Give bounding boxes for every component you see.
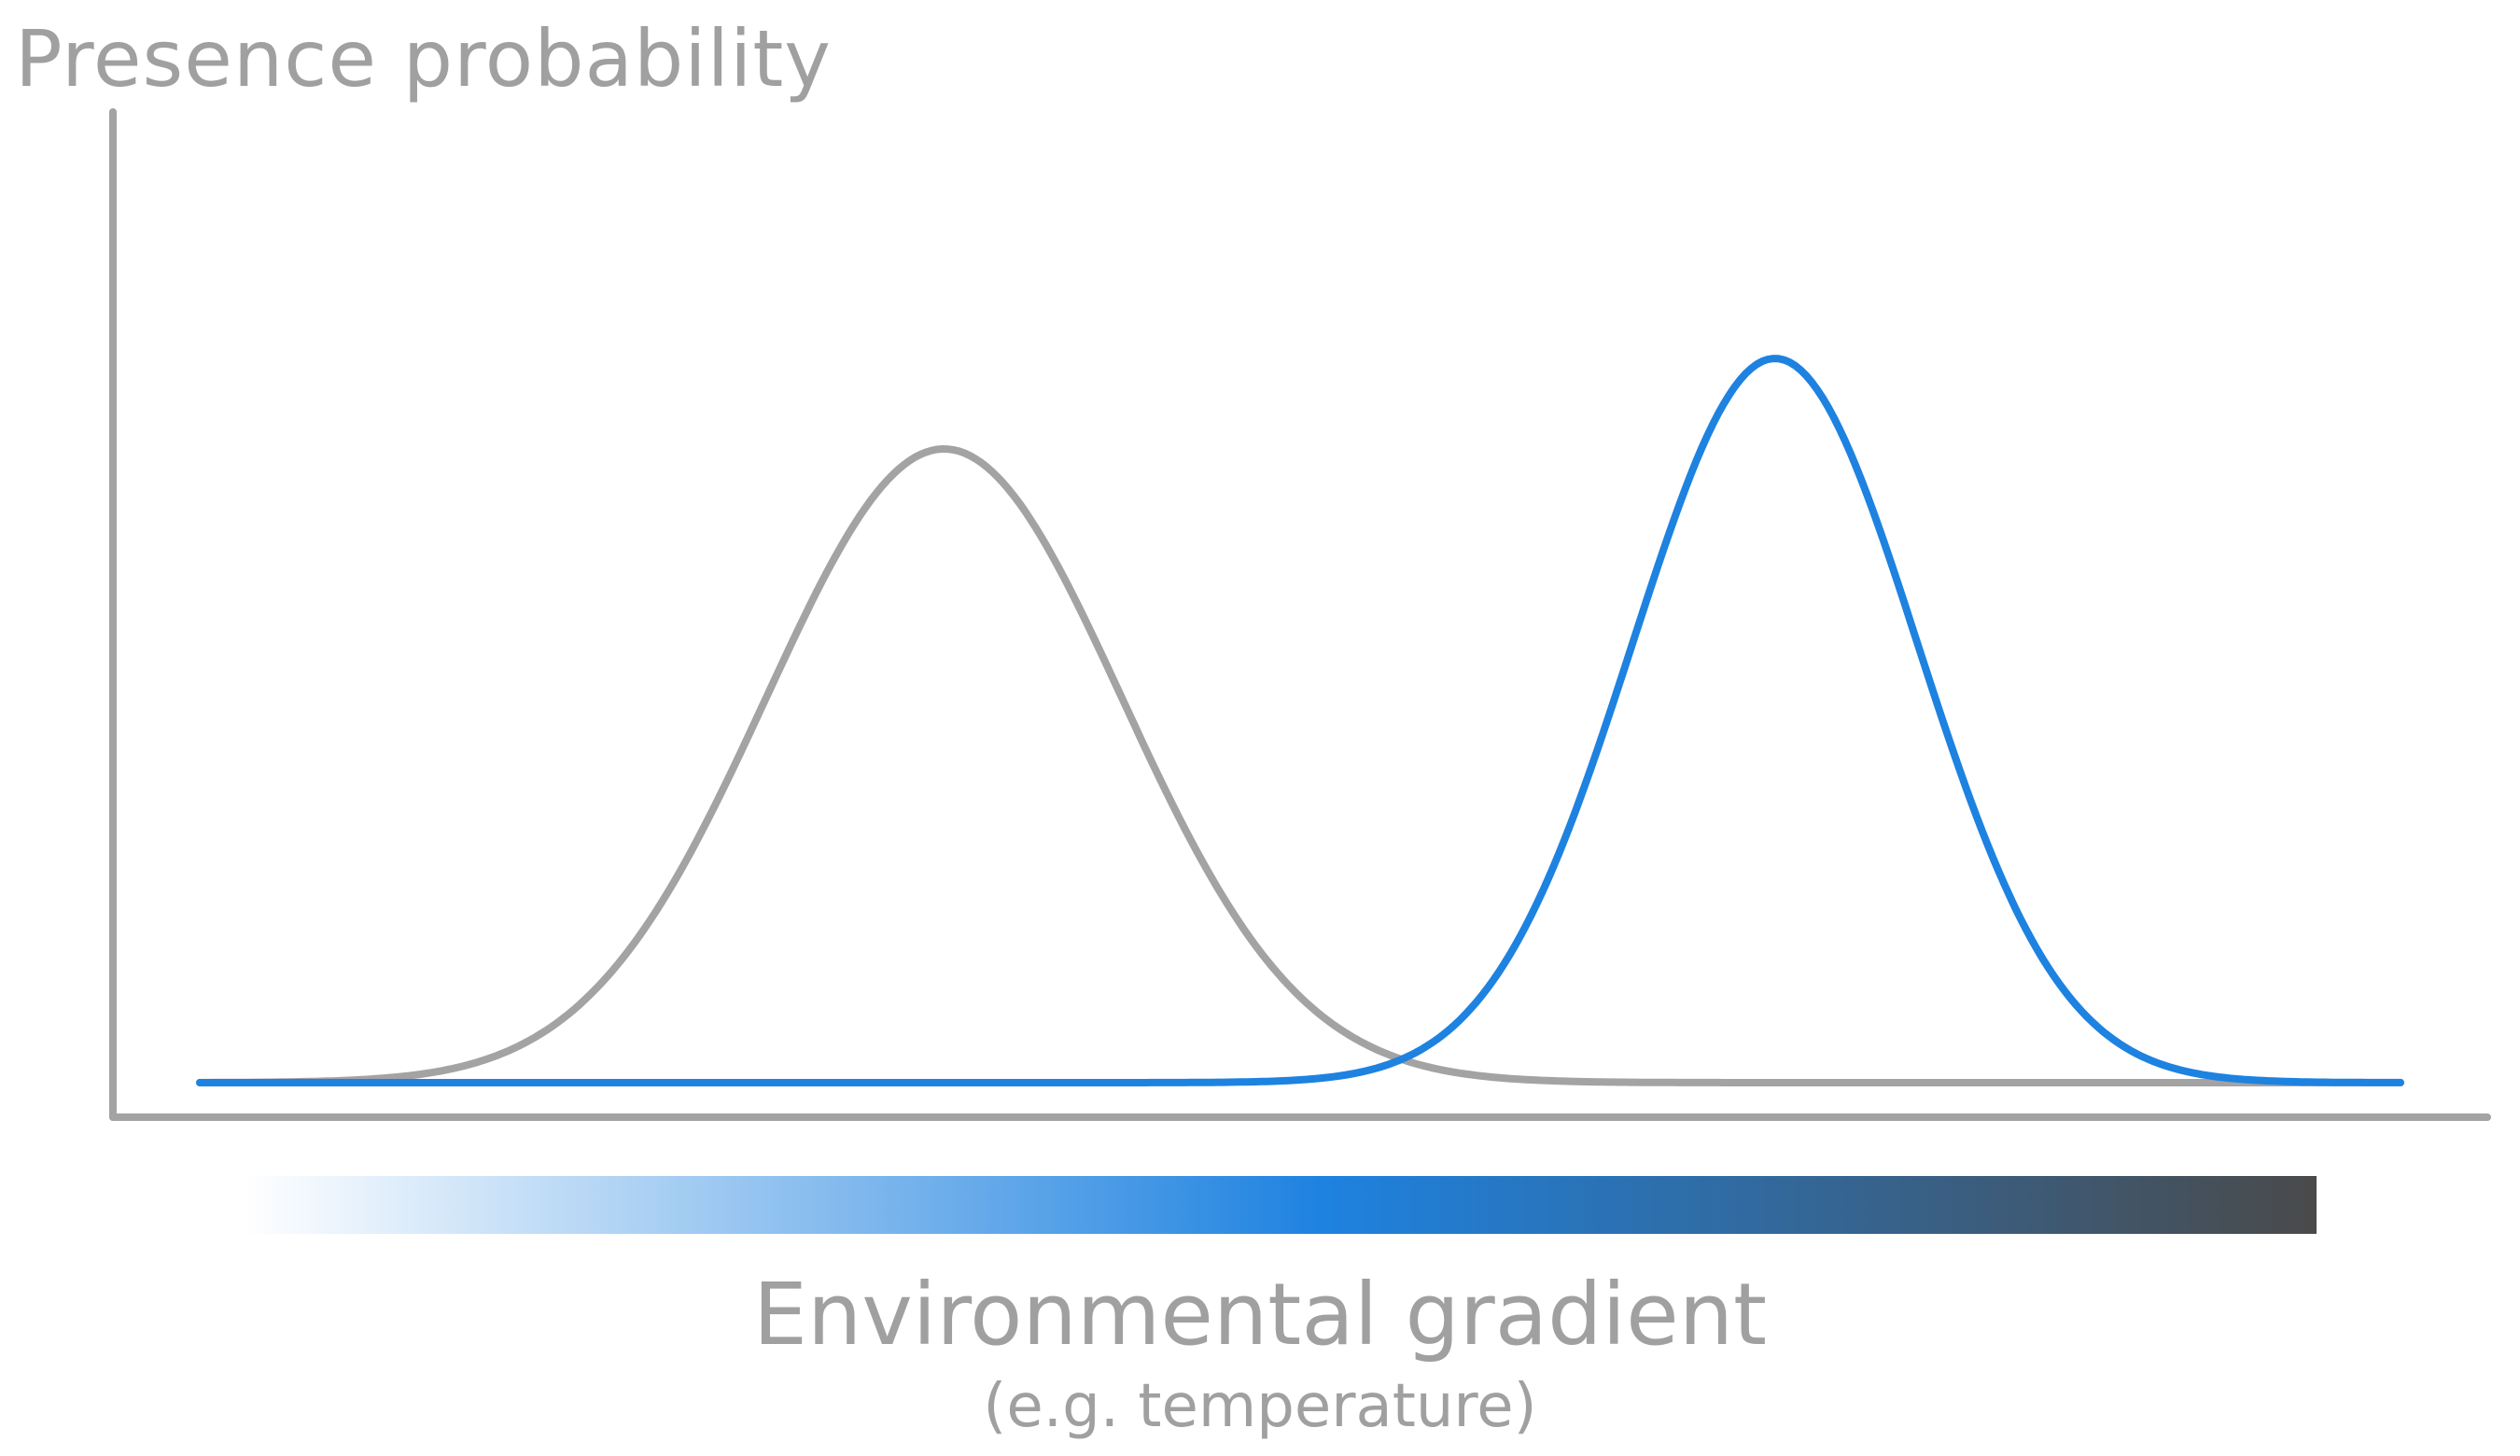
x-axis-label: Environmental gradient	[752, 1265, 1768, 1365]
x-axis-sublabel: (e.g. temperature)	[983, 1372, 1537, 1441]
environmental-gradient-bar	[245, 1176, 2317, 1234]
grey-species-curve	[196, 444, 2404, 1086]
y-axis-label: Presence probability	[15, 13, 832, 105]
blue-species-curve	[196, 355, 2404, 1086]
